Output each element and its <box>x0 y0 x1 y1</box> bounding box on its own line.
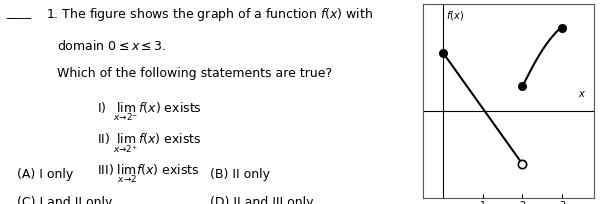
Text: (D) II and III only: (D) II and III only <box>210 196 314 204</box>
Text: (A) I only: (A) I only <box>17 168 73 181</box>
Text: (B) II only: (B) II only <box>210 168 270 181</box>
Text: domain $0 \leq x \leq 3$.: domain $0 \leq x \leq 3$. <box>57 39 166 53</box>
Text: 1. The figure shows the graph of a function $f(x)$ with: 1. The figure shows the graph of a funct… <box>46 6 373 23</box>
Text: Which of the following statements are true?: Which of the following statements are tr… <box>57 67 332 80</box>
Text: (C) I and II only: (C) I and II only <box>17 196 112 204</box>
Text: ____: ____ <box>6 6 31 19</box>
Text: III) $\lim_{x\to2} f(x)$ exists: III) $\lim_{x\to2} f(x)$ exists <box>97 162 199 185</box>
Text: II) $\lim_{x\to2^+} f(x)$ exists: II) $\lim_{x\to2^+} f(x)$ exists <box>97 132 201 155</box>
Text: $f(x)$: $f(x)$ <box>446 9 464 22</box>
Text: $x$: $x$ <box>578 89 586 99</box>
Text: I)  $\lim_{x\to2^-} f(x)$ exists: I) $\lim_{x\to2^-} f(x)$ exists <box>97 100 202 123</box>
